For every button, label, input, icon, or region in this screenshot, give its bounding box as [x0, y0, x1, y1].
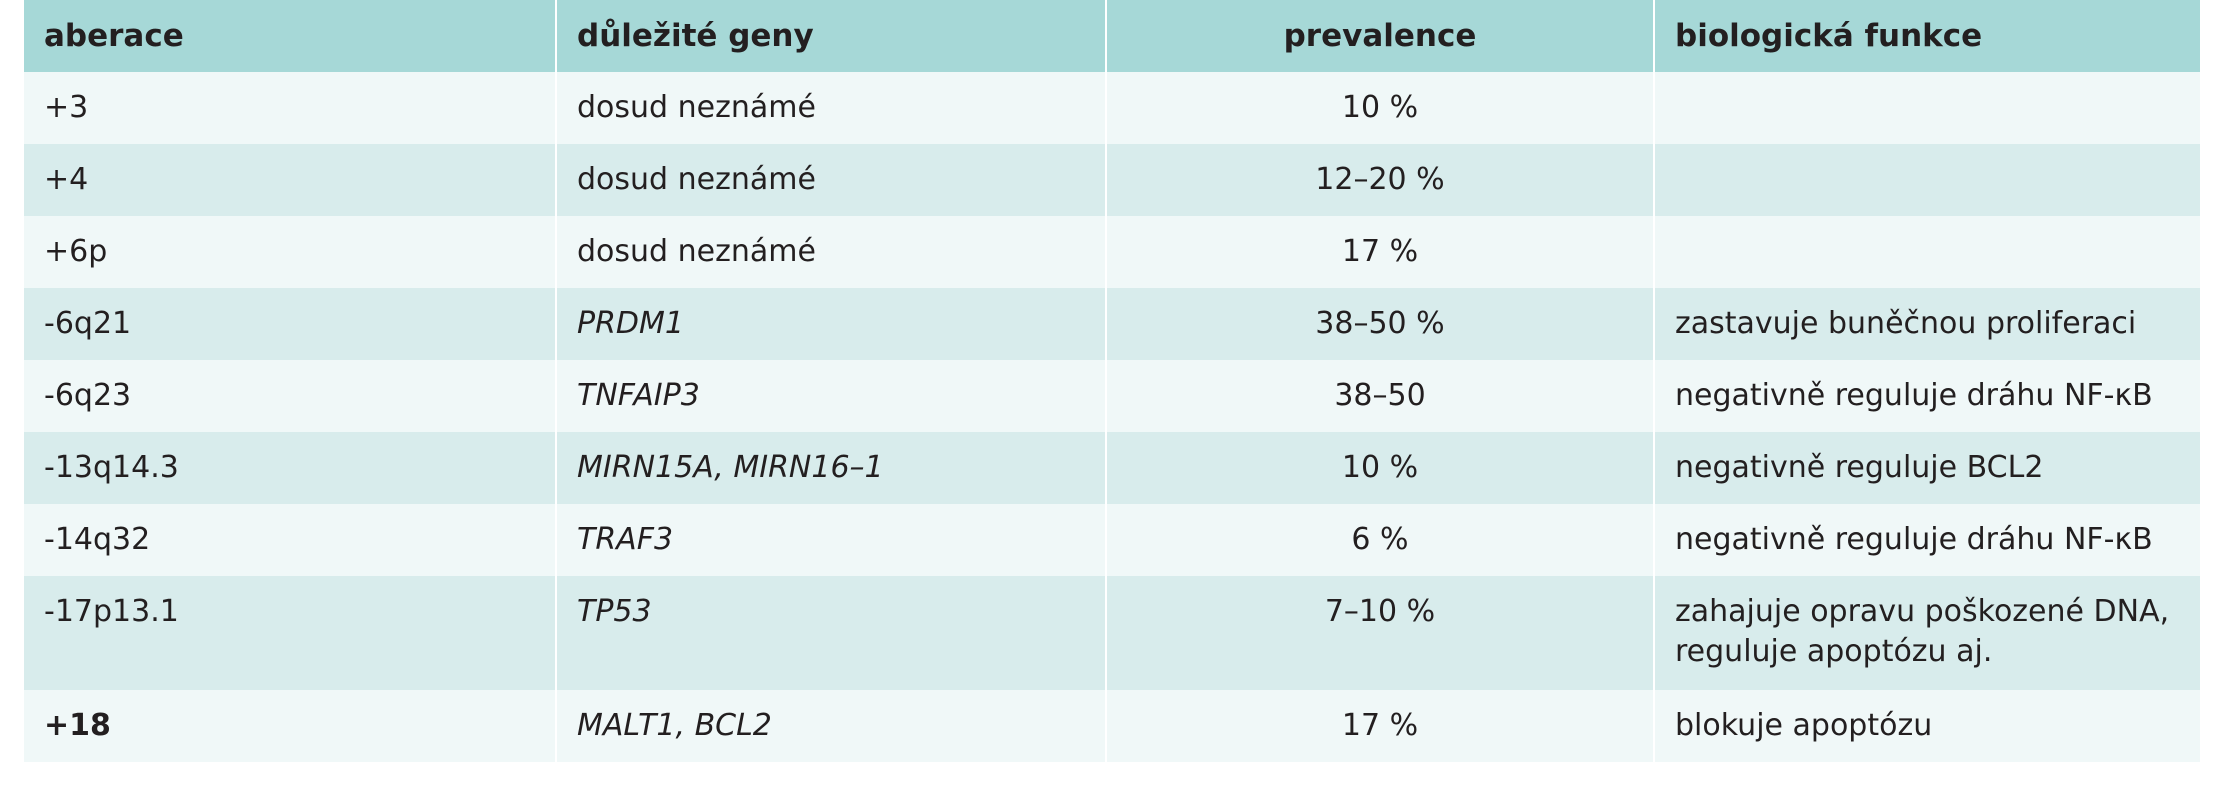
cell-genes: PRDM1 — [556, 288, 1107, 360]
cell-prevalence: 17 % — [1106, 216, 1655, 288]
cell-prevalence: 7–10 % — [1106, 576, 1655, 690]
cell-aberration: +6p — [24, 216, 557, 288]
cell-function: negativně reguluje dráhu NF-κB — [1654, 360, 2200, 432]
cell-aberration: -13q14.3 — [24, 432, 557, 504]
header-aberration: aberace — [24, 0, 557, 72]
table-row: -13q14.3 MIRN15A, MIRN16–1 10 % negativn… — [24, 432, 2200, 504]
cell-prevalence: 12–20 % — [1106, 144, 1655, 216]
cell-genes: TP53 — [556, 576, 1107, 690]
cell-genes: dosud neznámé — [556, 72, 1107, 144]
cell-function — [1654, 72, 2200, 144]
cell-function: zahajuje opravu poškozené DNA, reguluje … — [1654, 576, 2200, 690]
cell-function — [1654, 144, 2200, 216]
aberration-table-container: aberace důležité geny prevalence biologi… — [24, 0, 2200, 762]
aberration-table: aberace důležité geny prevalence biologi… — [24, 0, 2200, 762]
table-row: -17p13.1 TP53 7–10 % zahajuje opravu poš… — [24, 576, 2200, 690]
cell-aberration: +18 — [24, 690, 557, 762]
table-row: +3 dosud neznámé 10 % — [24, 72, 2200, 144]
table-row: +4 dosud neznámé 12–20 % — [24, 144, 2200, 216]
cell-aberration: +3 — [24, 72, 557, 144]
header-genes: důležité geny — [556, 0, 1107, 72]
cell-aberration: -17p13.1 — [24, 576, 557, 690]
cell-function: blokuje apoptózu — [1654, 690, 2200, 762]
table-row: -6q21 PRDM1 38–50 % zastavuje buněčnou p… — [24, 288, 2200, 360]
cell-aberration: +4 — [24, 144, 557, 216]
cell-prevalence: 10 % — [1106, 432, 1655, 504]
cell-prevalence: 6 % — [1106, 504, 1655, 576]
cell-aberration: -6q23 — [24, 360, 557, 432]
table-body: +3 dosud neznámé 10 % +4 dosud neznámé 1… — [24, 72, 2200, 762]
table-header: aberace důležité geny prevalence biologi… — [24, 0, 2200, 72]
cell-prevalence: 10 % — [1106, 72, 1655, 144]
header-function: biologická funkce — [1654, 0, 2200, 72]
cell-genes: TRAF3 — [556, 504, 1107, 576]
header-prevalence: prevalence — [1106, 0, 1655, 72]
cell-genes: dosud neznámé — [556, 216, 1107, 288]
table-row: +6p dosud neznámé 17 % — [24, 216, 2200, 288]
table-row: +18 MALT1, BCL2 17 % blokuje apoptózu — [24, 690, 2200, 762]
table-row: -14q32 TRAF3 6 % negativně reguluje dráh… — [24, 504, 2200, 576]
cell-prevalence: 17 % — [1106, 690, 1655, 762]
cell-genes: TNFAIP3 — [556, 360, 1107, 432]
cell-genes: MIRN15A, MIRN16–1 — [556, 432, 1107, 504]
table-row: -6q23 TNFAIP3 38–50 negativně reguluje d… — [24, 360, 2200, 432]
cell-function: negativně reguluje dráhu NF-κB — [1654, 504, 2200, 576]
cell-prevalence: 38–50 — [1106, 360, 1655, 432]
header-row: aberace důležité geny prevalence biologi… — [24, 0, 2200, 72]
cell-aberration: -6q21 — [24, 288, 557, 360]
cell-function: zastavuje buněčnou proliferaci — [1654, 288, 2200, 360]
cell-aberration: -14q32 — [24, 504, 557, 576]
cell-function — [1654, 216, 2200, 288]
cell-genes: MALT1, BCL2 — [556, 690, 1107, 762]
cell-function: negativně reguluje BCL2 — [1654, 432, 2200, 504]
cell-genes: dosud neznámé — [556, 144, 1107, 216]
cell-prevalence: 38–50 % — [1106, 288, 1655, 360]
